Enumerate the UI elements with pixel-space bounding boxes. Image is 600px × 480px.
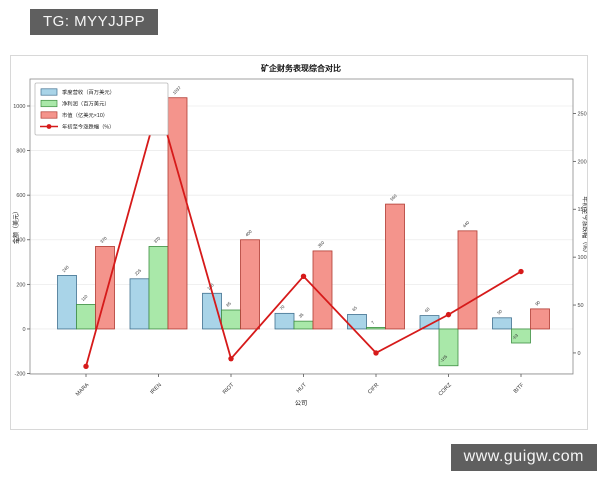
ytd-line-marker [300,273,307,280]
right-tick-label: 0 [578,351,581,357]
left-tick-label: 400 [16,238,25,244]
bar [95,246,115,330]
chart-figure: 240 225 160 70 65 60 50 110 370 85 35 7 -165 -63 370 10… [10,55,588,430]
left-tick-label: 0 [22,327,25,333]
bar [366,326,386,330]
right-tick-label: 100 [578,255,587,261]
bar [312,250,333,330]
left-tick-label: 800 [16,148,25,154]
bar-value-label: 370 [153,235,162,244]
left-tick-label: 200 [16,282,25,288]
bar [511,328,531,344]
left-tick-label: -200 [14,371,25,377]
bar-value-label: 1037 [172,85,183,96]
right-tick-label: 50 [578,303,584,309]
bar-value-label: 110 [80,293,89,302]
bar-value-label: 370 [99,235,108,244]
left-tick-label: 600 [16,193,25,199]
legend-line-marker [46,124,52,129]
bar-value-label: 35 [298,312,305,319]
category-label: BITF [513,382,526,395]
bar [148,246,169,330]
y-axis-label-left: 金额（美元） [12,208,20,244]
bar-value-label: -165 [439,353,449,363]
bar-value-label: 70 [279,304,286,311]
x-axis-label: 公司 [295,400,307,407]
legend-label: 季度营收（百万美元） [62,88,115,96]
bar [293,320,314,330]
category-label: IREN [149,382,163,396]
legend-label: 年初至今涨跌幅（%） [62,123,114,131]
bar-value-label: 560 [389,193,398,202]
ytd-line-marker [373,350,379,356]
legend-swatch [40,111,58,119]
bar-value-label: 65 [351,305,358,312]
ytd-line-marker [83,363,89,370]
bar [530,308,550,330]
ytd-line-marker [445,311,452,318]
bar [385,203,405,330]
bar [457,230,478,330]
bar [221,309,241,330]
bar-value-label: 60 [424,306,431,313]
right-tick-label: 200 [578,159,587,165]
category-label: HUT [296,382,309,395]
bar-value-label: 400 [244,228,253,237]
bar [240,239,260,330]
bar [438,328,459,367]
bar [202,292,222,330]
bar [129,278,150,330]
chart-title: 矿企财务表现综合对比 [261,63,341,73]
legend-swatch [40,99,58,108]
bar [57,275,77,330]
website-badge: www.guigw.com [450,444,597,471]
bar [76,304,96,330]
bar-value-label: 240 [61,264,70,273]
bar [167,97,188,330]
bar-value-label: 50 [496,308,503,315]
y-axis-label-right: 年初至今涨跌幅（%） [581,196,587,255]
bar-value-label: 90 [534,299,541,306]
right-tick-label: 250 [578,111,587,117]
right-tick-label: 150 [578,207,587,213]
bar-value-label: 350 [317,240,326,249]
bar-value-label: 85 [225,300,232,307]
legend-label: 市值（亿美元×10） [62,111,108,119]
category-label: MARA [75,382,91,398]
legend-swatch [40,88,58,96]
left-tick-label: 1000 [13,104,25,110]
bar-value-label: 7 [370,319,376,325]
bar-value-label: 440 [462,220,471,229]
ytd-line-marker [518,268,524,275]
plot-frame [29,78,574,375]
bar [419,315,440,330]
bar [274,312,295,330]
category-label: CIFR [367,382,380,395]
legend-label: 净利润（百万美元） [62,100,110,108]
ytd-line-marker [228,355,234,362]
bar-value-label: -63 [511,332,519,340]
category-label: RIOT [222,382,236,396]
bar [492,317,512,330]
bar-value-label: 225 [134,267,143,276]
category-label: CORZ [438,382,454,398]
legend-box [34,82,169,136]
telegram-badge: TG: MYYJJPP [30,9,159,35]
